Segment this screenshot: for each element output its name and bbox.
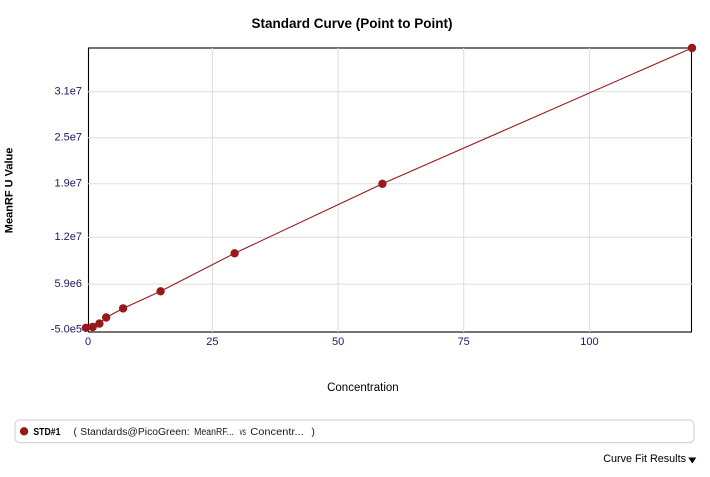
- svg-text:2.5e7: 2.5e7: [54, 132, 82, 144]
- svg-text:vs: vs: [240, 427, 246, 438]
- svg-text:3.1e7: 3.1e7: [54, 86, 82, 98]
- svg-text:-5.0e5: -5.0e5: [51, 324, 82, 336]
- svg-text:1.2e7: 1.2e7: [54, 231, 82, 243]
- svg-text:MeanRF U Value: MeanRF U Value: [4, 148, 16, 234]
- svg-text:Concentration: Concentration: [327, 382, 399, 394]
- svg-text:50: 50: [332, 336, 344, 348]
- svg-text:1.9e7: 1.9e7: [54, 178, 82, 190]
- svg-text:MeanRF...: MeanRF...: [194, 427, 234, 438]
- svg-text:75: 75: [458, 336, 470, 348]
- svg-text:STD#1: STD#1: [33, 427, 60, 438]
- svg-text:0: 0: [85, 336, 91, 348]
- svg-text:25: 25: [206, 336, 218, 348]
- svg-text:5.9e6: 5.9e6: [54, 278, 82, 290]
- svg-text:): ): [312, 427, 315, 438]
- svg-text:Standards@PicoGreen:: Standards@PicoGreen:: [80, 427, 189, 438]
- svg-text:100: 100: [580, 336, 598, 348]
- svg-text:Standard Curve (Point to Point: Standard Curve (Point to Point): [252, 16, 453, 31]
- svg-text:Concentr...: Concentr...: [250, 427, 303, 438]
- svg-text:Curve Fit Results: Curve Fit Results: [603, 453, 686, 465]
